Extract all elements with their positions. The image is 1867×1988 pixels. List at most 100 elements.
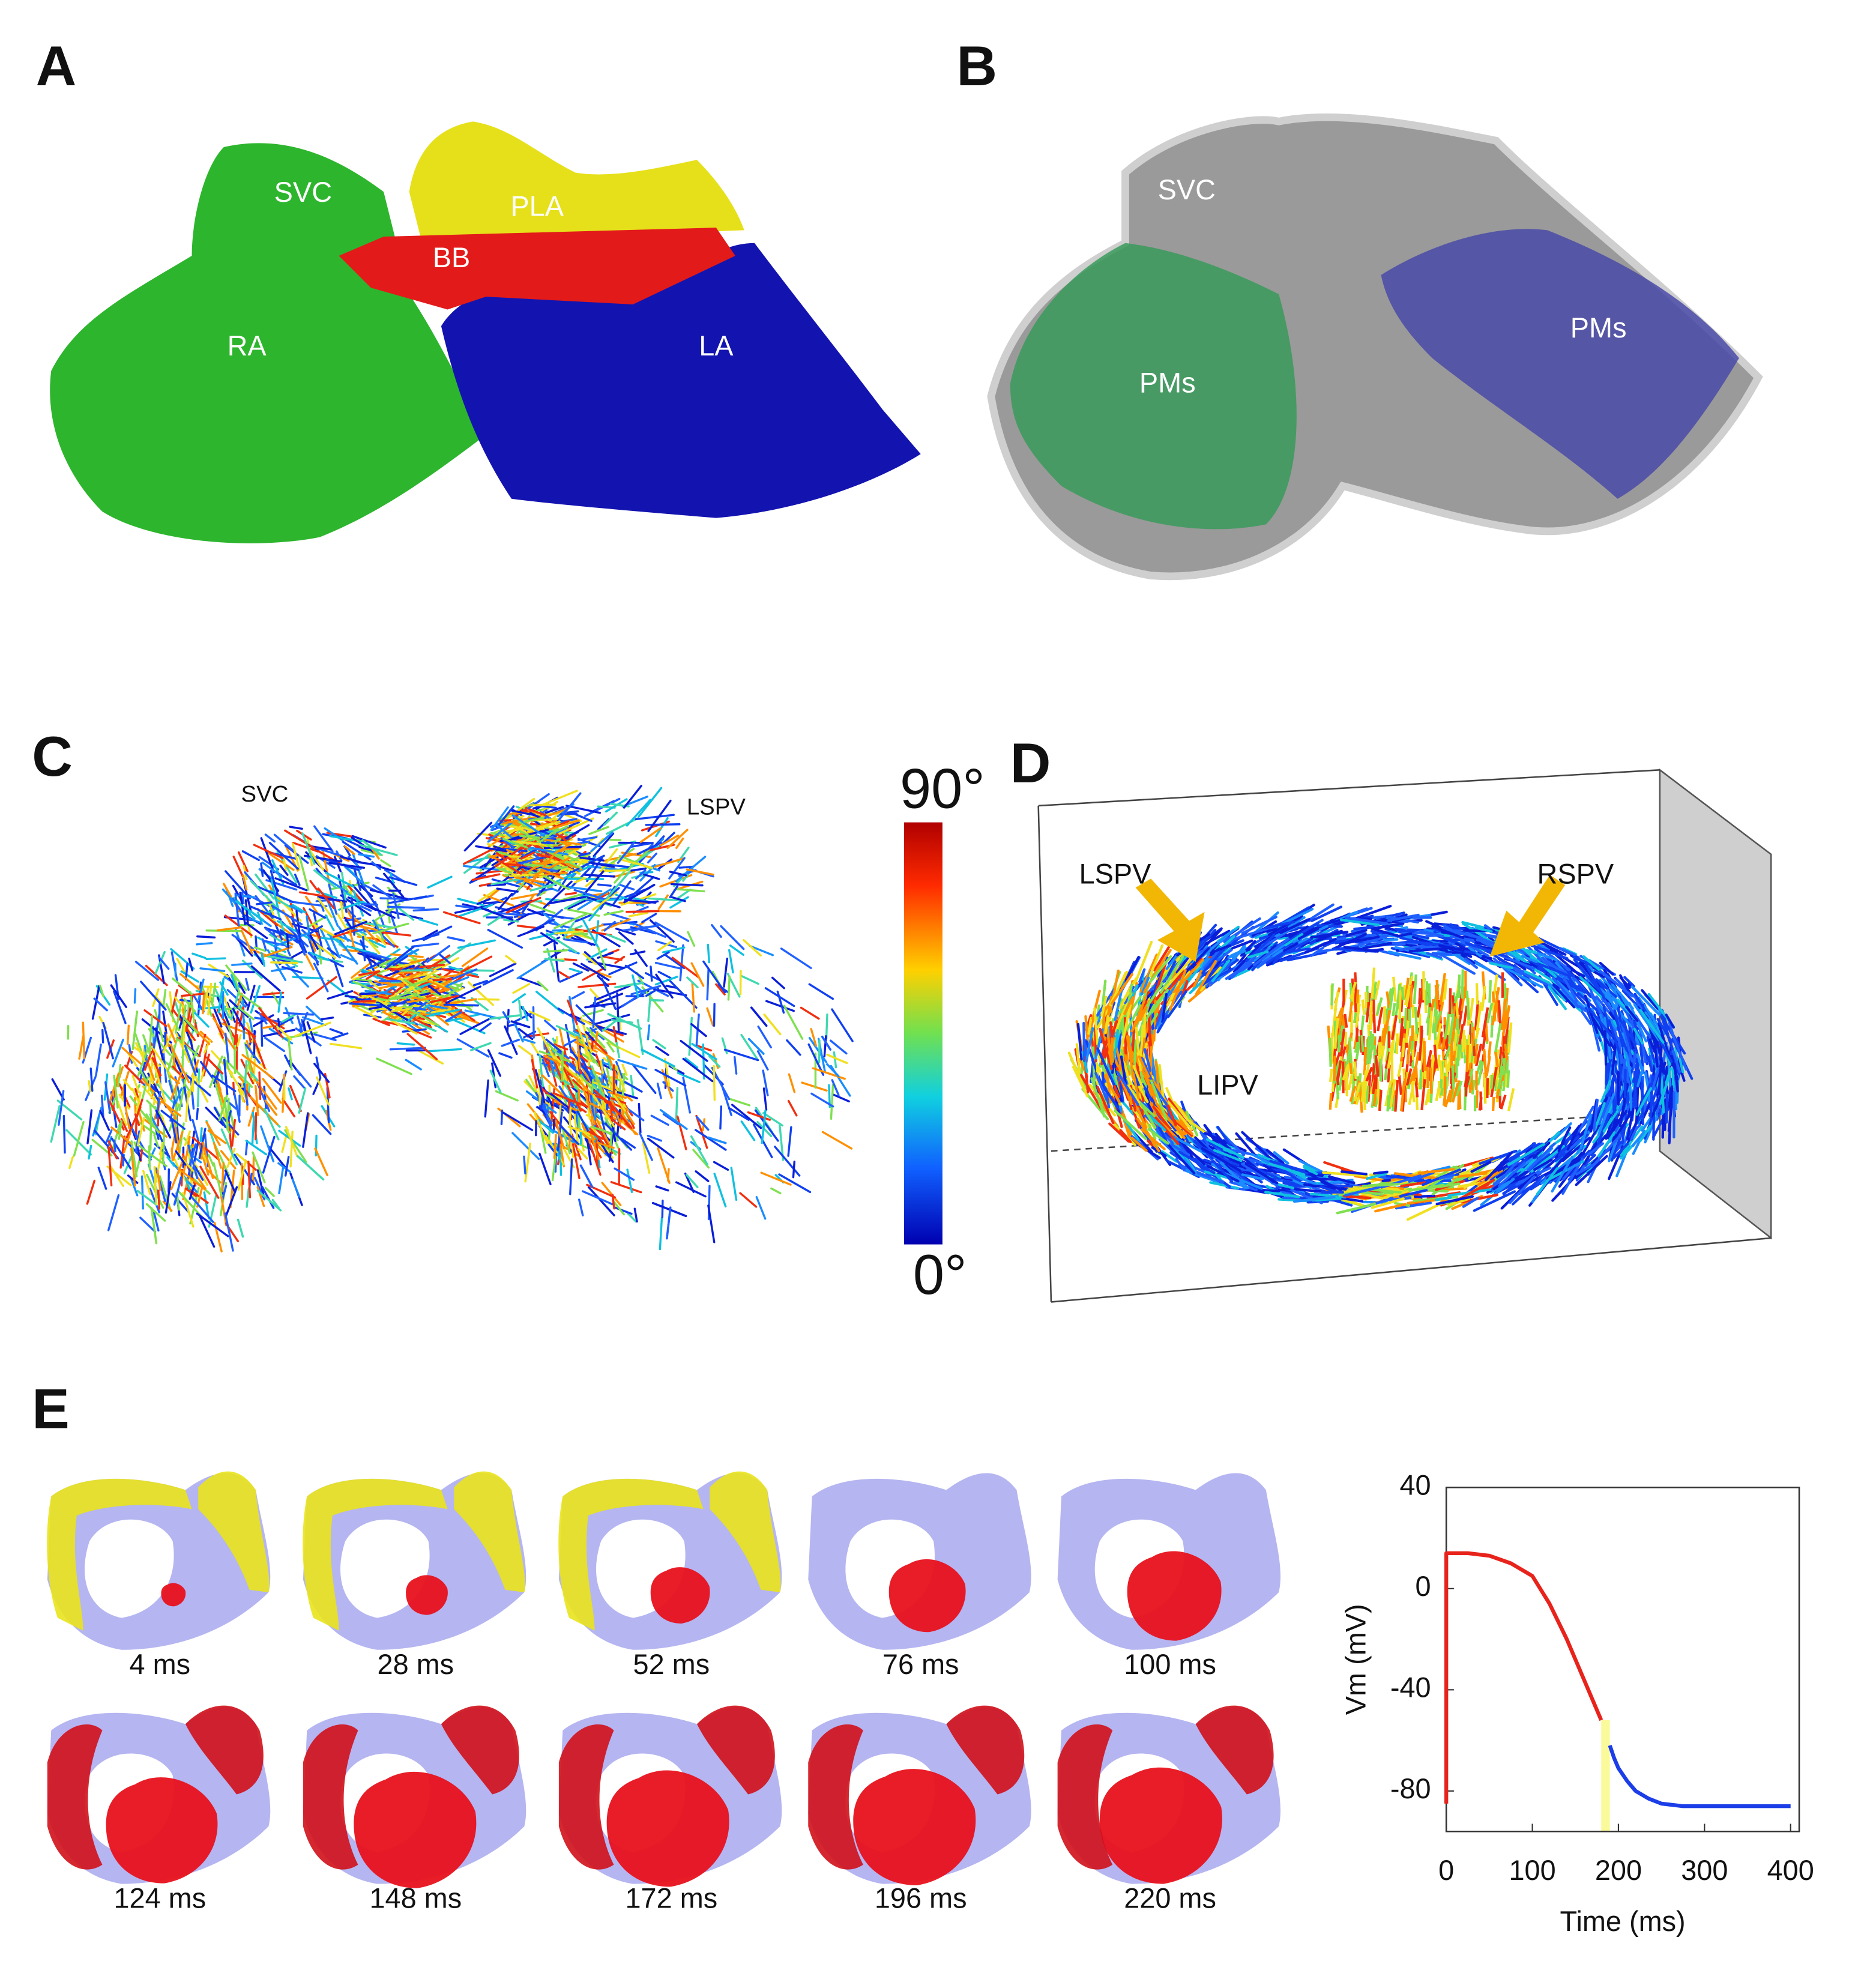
fiber (317, 896, 348, 903)
fiber (228, 1102, 234, 1127)
fiber (498, 892, 513, 911)
fiber (1411, 1025, 1414, 1041)
depolarized-region (650, 1567, 710, 1624)
fiber (371, 861, 382, 871)
fiber (241, 891, 245, 905)
fiber (1597, 1093, 1615, 1136)
fiber (241, 850, 260, 862)
activation-frame (303, 1705, 526, 1888)
fiber (792, 1160, 796, 1179)
fiber (1212, 1159, 1234, 1183)
fiber (258, 1007, 284, 1039)
fiber (197, 1068, 201, 1108)
fiber (264, 850, 295, 871)
fiber (192, 1136, 220, 1161)
fiber (207, 1153, 215, 1167)
fiber (104, 1081, 111, 1114)
fiber (1548, 985, 1567, 1011)
fiber (1524, 943, 1548, 967)
fiber (1480, 985, 1486, 1012)
fiber (1425, 1004, 1433, 1024)
fiber (1284, 933, 1303, 947)
fiber (831, 1093, 850, 1102)
fiber (713, 1003, 716, 1027)
fiber (1434, 1023, 1443, 1052)
fiber (260, 837, 275, 874)
fiber (145, 1203, 166, 1222)
fiber (276, 1026, 293, 1041)
fiber (180, 1004, 187, 1044)
fiber (1192, 970, 1203, 988)
fiber (579, 856, 605, 862)
fiber (541, 1098, 552, 1129)
fiber (655, 1045, 669, 1056)
fiber (1406, 1035, 1413, 1065)
fiber (1143, 1048, 1152, 1072)
fiber (1195, 959, 1217, 996)
colorbar-max-label: 90° (900, 757, 985, 820)
fiber (614, 955, 626, 964)
fiber (1451, 1065, 1455, 1089)
frame-time-label: 100 ms (1124, 1649, 1216, 1680)
box-wall (1659, 768, 1772, 1240)
fiber (808, 983, 834, 1000)
fiber (1166, 960, 1177, 977)
fiber (1578, 984, 1594, 1000)
fiber (1497, 1046, 1503, 1077)
fiber (580, 1018, 601, 1030)
fiber (390, 1020, 418, 1035)
fiber (1486, 1003, 1494, 1024)
fiber (329, 1028, 343, 1035)
fiber (220, 1150, 237, 1170)
fiber (456, 1038, 490, 1058)
fiber (287, 1035, 293, 1071)
fiber (1632, 1053, 1636, 1069)
fiber (1660, 1014, 1674, 1051)
fiber (459, 1017, 492, 1035)
fiber (306, 1021, 316, 1043)
fiber (523, 1155, 526, 1175)
fiber (268, 842, 299, 870)
fiber (143, 1050, 153, 1071)
fiber (194, 1012, 210, 1028)
fiber (1371, 967, 1376, 999)
fiber (596, 1032, 620, 1049)
fiber (1210, 944, 1231, 954)
fiber (1166, 989, 1187, 1018)
fiber (1329, 1068, 1333, 1083)
fiber (1399, 1189, 1428, 1198)
fiber (582, 1190, 614, 1206)
fiber (558, 817, 594, 835)
fiber (418, 964, 445, 968)
fiber (1378, 1090, 1383, 1111)
fiber (1241, 1131, 1274, 1162)
fiber (1462, 1005, 1468, 1026)
fiber (682, 1057, 714, 1083)
fiber (1292, 1195, 1336, 1203)
fiber (1501, 999, 1507, 1030)
fiber (134, 961, 160, 981)
fiber (1138, 1086, 1149, 1104)
fiber (604, 1122, 633, 1151)
fiber (475, 869, 504, 875)
fiber (523, 817, 545, 823)
fiber (647, 897, 679, 902)
fiber (1580, 961, 1591, 975)
fiber (1154, 1060, 1161, 1098)
fiber (1169, 969, 1187, 1011)
fiber (1261, 1160, 1306, 1176)
region-label: PMs (1139, 367, 1196, 399)
fiber (810, 1028, 817, 1047)
fiber (614, 868, 627, 884)
fiber (177, 1167, 206, 1191)
fiber (1639, 1125, 1652, 1142)
fiber (506, 848, 517, 857)
fiber (182, 1017, 199, 1034)
fiber (1521, 946, 1557, 978)
fiber (522, 1006, 529, 1021)
fiber (358, 1004, 375, 1013)
frame-time-label: 52 ms (633, 1649, 710, 1680)
fiber (531, 1059, 538, 1089)
fiber (501, 1039, 520, 1047)
frame-time-label: 148 ms (369, 1883, 462, 1914)
